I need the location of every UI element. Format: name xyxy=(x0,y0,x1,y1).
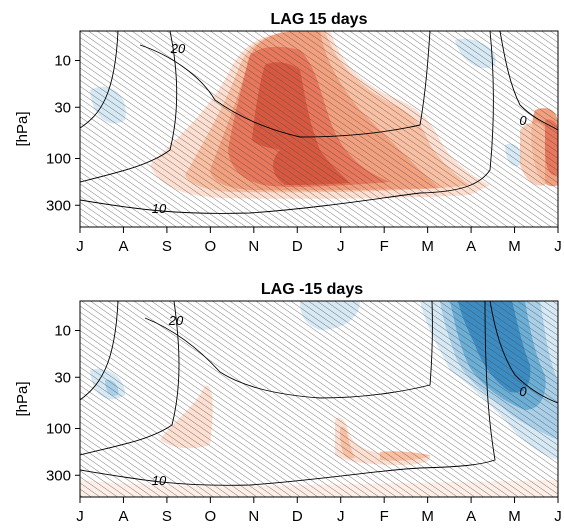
plot-area xyxy=(80,31,558,227)
x-tick-label: J xyxy=(76,238,84,255)
x-tick-label: N xyxy=(248,508,259,525)
x-tick-label: J xyxy=(554,508,562,525)
x-tick-label: S xyxy=(162,238,172,255)
y-tick-label: 10 xyxy=(54,53,71,70)
contour-label-0: 0 xyxy=(519,384,527,399)
significance-hatching xyxy=(80,301,558,497)
contour-label-10: 10 xyxy=(152,201,167,216)
x-tick-label: J xyxy=(337,238,345,255)
contour-labels: 20 10 0 xyxy=(152,313,528,488)
y-axis-label: [hPa] xyxy=(14,111,31,146)
x-tick-label: J xyxy=(554,238,562,255)
x-tick-label: F xyxy=(380,508,389,525)
contour-lines xyxy=(80,31,558,214)
y-axis-ticks: 10 30 100 300 xyxy=(46,53,80,214)
panel-lag-plus-15: LAG 15 days xyxy=(14,11,562,255)
panel-title: LAG -15 days xyxy=(261,281,363,298)
x-tick-label: M xyxy=(421,238,434,255)
panel-title: LAG 15 days xyxy=(271,11,368,28)
x-tick-label: D xyxy=(292,238,303,255)
contour-labels: 20 10 0 xyxy=(152,41,528,216)
panel-lag-minus-15: LAG -15 days xyxy=(14,281,562,525)
x-tick-label: A xyxy=(466,238,476,255)
contour-label-20: 20 xyxy=(170,41,186,56)
x-tick-label: O xyxy=(205,508,217,525)
x-tick-label: O xyxy=(205,238,217,255)
y-axis-ticks: 10 30 100 300 xyxy=(46,323,80,484)
x-tick-label: A xyxy=(118,508,128,525)
x-tick-label: M xyxy=(508,508,521,525)
x-tick-label: M xyxy=(508,238,521,255)
y-axis-label: [hPa] xyxy=(14,381,31,416)
x-tick-label: M xyxy=(421,508,434,525)
contour-label-20: 20 xyxy=(168,313,184,328)
y-tick-label: 300 xyxy=(46,467,71,484)
contour-label-0: 0 xyxy=(519,113,527,128)
x-tick-label: A xyxy=(466,508,476,525)
x-tick-label: S xyxy=(162,508,172,525)
y-tick-label: 300 xyxy=(46,197,71,214)
x-tick-label: J xyxy=(337,508,345,525)
y-tick-label: 30 xyxy=(54,99,71,116)
plot-area xyxy=(80,301,558,497)
x-tick-label: F xyxy=(380,238,389,255)
contour-label-10: 10 xyxy=(152,473,167,488)
x-tick-label: N xyxy=(248,238,259,255)
plot-frame xyxy=(79,30,559,228)
y-tick-label: 10 xyxy=(54,323,71,340)
significance-hatching xyxy=(80,31,558,227)
x-tick-label: J xyxy=(76,508,84,525)
plot-frame xyxy=(79,300,559,498)
x-tick-label: A xyxy=(118,238,128,255)
y-tick-label: 30 xyxy=(54,369,71,386)
y-tick-label: 100 xyxy=(46,421,71,438)
contour-lines xyxy=(80,301,558,486)
y-tick-label: 100 xyxy=(46,151,71,168)
x-tick-label: D xyxy=(292,508,303,525)
